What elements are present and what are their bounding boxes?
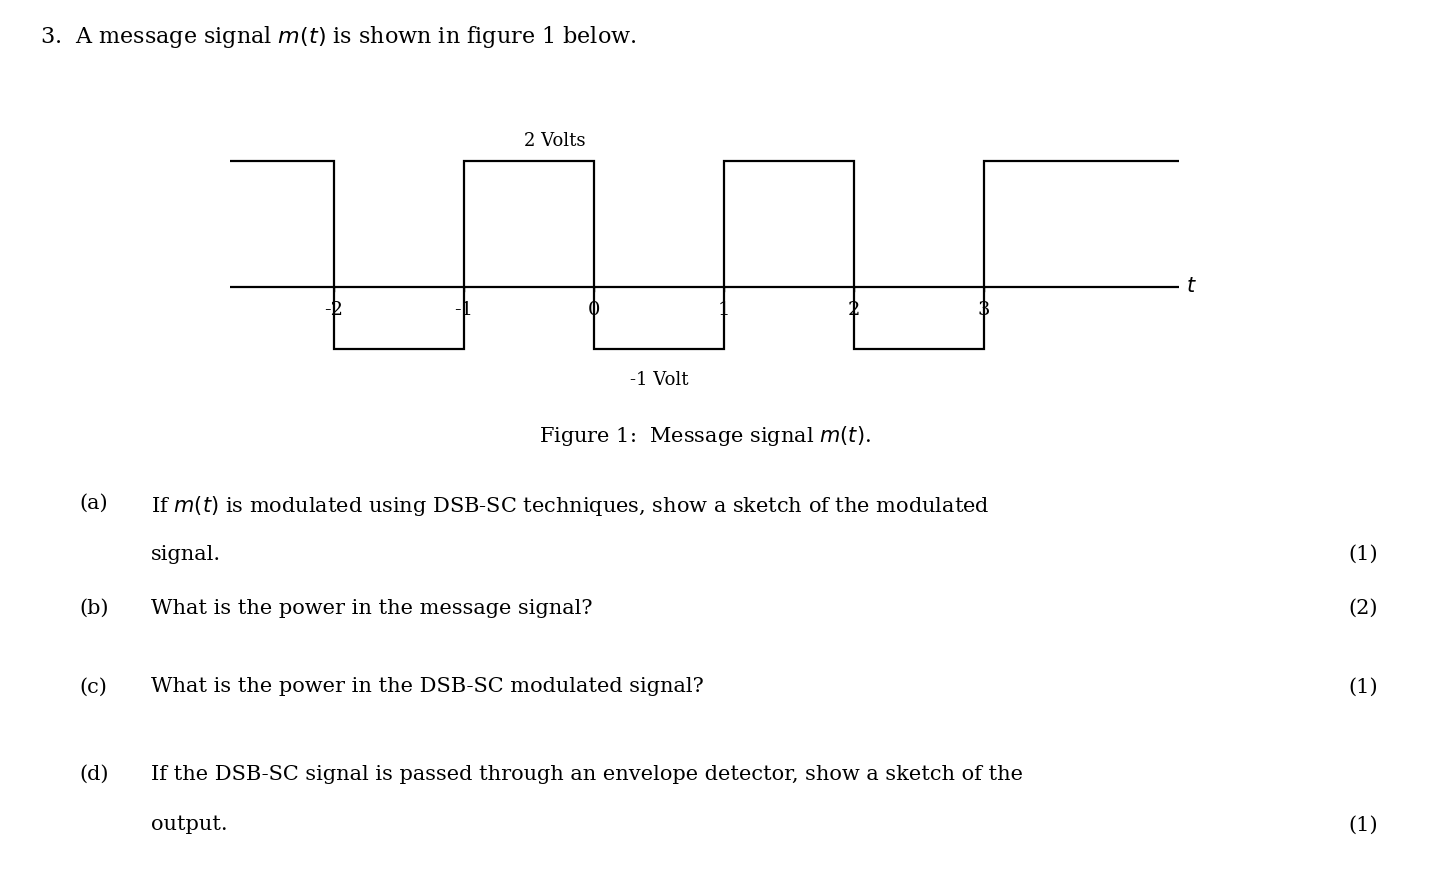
Text: (1): (1)	[1347, 545, 1378, 564]
Text: (1): (1)	[1347, 815, 1378, 835]
Text: (a): (a)	[79, 494, 108, 513]
Text: If $m(t)$ is modulated using DSB-SC techniques, show a sketch of the modulated: If $m(t)$ is modulated using DSB-SC tech…	[151, 494, 989, 517]
Text: (c): (c)	[79, 677, 106, 697]
Text: If the DSB-SC signal is passed through an envelope detector, show a sketch of th: If the DSB-SC signal is passed through a…	[151, 765, 1022, 784]
Text: (2): (2)	[1347, 599, 1378, 618]
Text: What is the power in the message signal?: What is the power in the message signal?	[151, 599, 592, 618]
Text: -1 Volt: -1 Volt	[630, 371, 689, 389]
Text: signal.: signal.	[151, 545, 221, 564]
Text: (b): (b)	[79, 599, 109, 618]
Text: (1): (1)	[1347, 677, 1378, 697]
Text: 3.  A message signal $m(t)$ is shown in figure 1 below.: 3. A message signal $m(t)$ is shown in f…	[40, 24, 637, 51]
Text: output.: output.	[151, 815, 227, 835]
Text: (d): (d)	[79, 765, 109, 784]
Text: 2 Volts: 2 Volts	[525, 132, 585, 150]
Text: What is the power in the DSB-SC modulated signal?: What is the power in the DSB-SC modulate…	[151, 677, 703, 697]
Text: Figure 1:  Message signal $m(t)$.: Figure 1: Message signal $m(t)$.	[539, 424, 870, 447]
Text: $t$: $t$	[1186, 277, 1196, 296]
